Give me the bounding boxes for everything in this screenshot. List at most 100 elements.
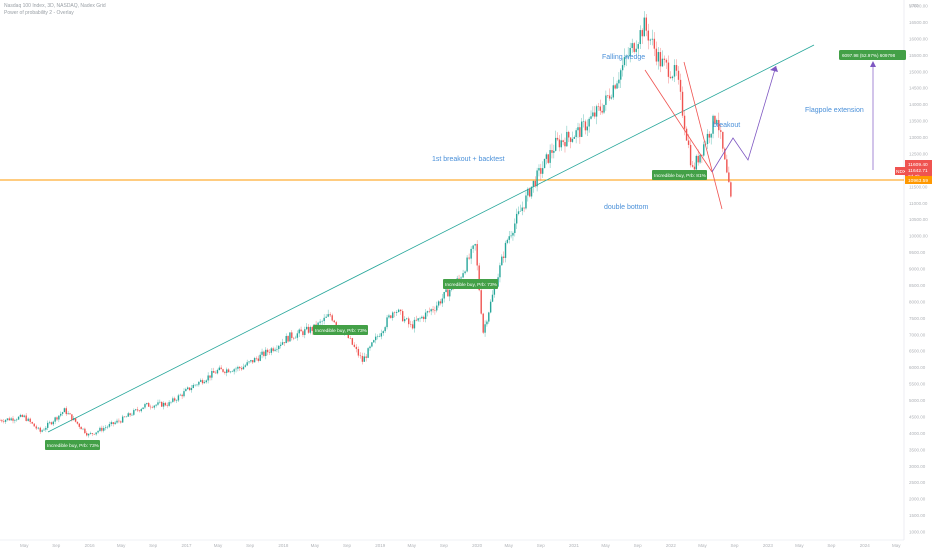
candle-body — [207, 375, 209, 381]
buy-signal-2[interactable]: Incredible buy, Prb: 73% — [313, 325, 368, 335]
x-tick-label: 2019 — [375, 543, 386, 548]
candle-body — [361, 355, 364, 362]
candle-body — [365, 356, 367, 358]
candle-body — [357, 349, 360, 356]
candle-body — [172, 398, 174, 402]
candle-body — [491, 294, 494, 302]
candle-body — [355, 346, 358, 350]
candle-body — [540, 168, 542, 174]
candle-body — [493, 287, 496, 295]
y-tick-label: 4000.00 — [909, 431, 926, 436]
x-tick-label: 2017 — [181, 543, 192, 548]
candle-body — [508, 236, 510, 240]
candle-body — [185, 389, 187, 392]
candle-body — [421, 316, 423, 319]
candle-body — [50, 422, 53, 425]
candle-body — [647, 30, 650, 41]
candle-body — [393, 312, 396, 313]
candle-body — [266, 349, 269, 353]
y-tick-label: 2000.00 — [909, 497, 926, 502]
x-tick-label: May — [698, 543, 707, 548]
candle-body — [99, 427, 101, 431]
candle-body — [380, 333, 383, 337]
candle-body — [417, 318, 419, 321]
candle-body — [170, 401, 172, 403]
candle-body — [651, 38, 654, 40]
candle-body — [95, 432, 97, 435]
candle-body — [325, 316, 327, 318]
x-tick-label: May — [214, 543, 223, 548]
candle-body — [144, 404, 146, 408]
candle-body — [639, 30, 641, 45]
candle-body — [564, 142, 566, 147]
candles-layer — [0, 11, 732, 438]
y-tick-label: 14500.00 — [909, 86, 928, 91]
y-tick-label: 12500.00 — [909, 151, 928, 156]
candle-body — [384, 327, 386, 332]
candle-body — [571, 138, 574, 142]
candle-body — [623, 57, 626, 66]
candle-body — [439, 301, 442, 304]
buy-signal-label: Incredible buy, Prb: 81% — [654, 173, 707, 179]
y-tick-label: 16000.00 — [909, 36, 928, 41]
buy-signal-3[interactable]: Incredible buy, Prb: 73% — [443, 279, 498, 289]
projection-path[interactable] — [711, 65, 777, 173]
candle-body — [515, 213, 518, 224]
candle-body — [488, 312, 490, 322]
candle-body — [257, 358, 260, 361]
candle-body — [240, 368, 243, 370]
candle-body — [157, 402, 159, 405]
candle-body — [449, 289, 451, 297]
candle-body — [369, 346, 371, 349]
candle-body — [246, 362, 248, 366]
candle-body — [239, 366, 241, 369]
candle-body — [265, 349, 267, 356]
candle-body — [281, 342, 284, 345]
candle-body — [305, 326, 308, 330]
candle-body — [390, 315, 392, 318]
candle-body — [253, 358, 256, 363]
buy-signal-1[interactable]: Incredible buy, Prb: 73% — [45, 440, 100, 450]
candle-body — [547, 154, 549, 163]
buy-signal-4[interactable]: Incredible buy, Prb: 81% — [652, 170, 707, 180]
trendline[interactable] — [47, 44, 815, 433]
candle-body — [436, 305, 438, 311]
candle-body — [514, 223, 516, 233]
candle-body — [194, 384, 196, 386]
candle-body — [536, 170, 538, 187]
x-tick-label: Sep — [537, 543, 546, 548]
candle-body — [437, 301, 440, 306]
candle-body — [489, 301, 492, 313]
candle-body — [147, 403, 150, 407]
candle-body — [504, 242, 507, 258]
candle-body — [633, 43, 635, 52]
candle-body — [573, 137, 575, 139]
candle-body — [603, 104, 605, 113]
candle-body — [43, 429, 45, 431]
candle-body — [374, 336, 377, 341]
candle-body — [424, 312, 427, 320]
wedge-lower-line[interactable] — [683, 61, 723, 210]
y-tick-label: 6500.00 — [909, 349, 926, 354]
candle-body — [510, 235, 512, 237]
candle-body — [235, 368, 237, 370]
support-price-tag: 10963.59 — [905, 176, 932, 184]
x-tick-label: May — [795, 543, 804, 548]
candle-body — [582, 121, 585, 122]
candle-body — [373, 340, 375, 343]
candle-body — [608, 95, 611, 99]
wedge-upper-line[interactable] — [644, 69, 713, 173]
candle-body — [462, 273, 464, 278]
candle-body — [302, 331, 304, 335]
candle-body — [116, 420, 118, 423]
candle-body — [0, 420, 1, 421]
candle-body — [460, 277, 462, 279]
candle-body — [413, 319, 416, 329]
candle-body — [231, 371, 234, 373]
candle-body — [110, 422, 113, 425]
candle-body — [65, 408, 67, 415]
candle-body — [649, 39, 652, 41]
x-tick-label: May — [892, 543, 901, 548]
candle-body — [263, 351, 265, 356]
